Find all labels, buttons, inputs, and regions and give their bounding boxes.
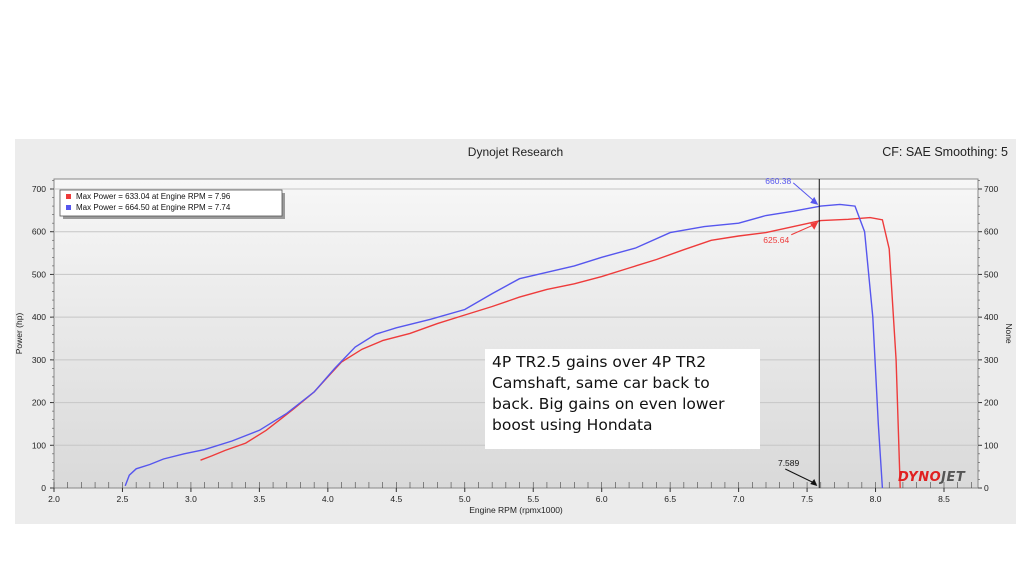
cursor-arrow-line <box>785 468 817 485</box>
y-tick-label: 300 <box>32 355 46 365</box>
x-tick-label: 6.0 <box>596 494 608 504</box>
y2-tick-label: 300 <box>984 355 998 365</box>
legend-label: Max Power = 633.04 at Engine RPM = 7.96 <box>76 192 231 201</box>
legend-label: Max Power = 664.50 at Engine RPM = 7.74 <box>76 203 231 212</box>
y2-tick-label: 500 <box>984 269 998 279</box>
annotation-note: 4P TR2.5 gains over 4P TR2 Camshaft, sam… <box>485 349 760 449</box>
y2-tick-label: 100 <box>984 440 998 450</box>
y2-tick-label: 700 <box>984 184 998 194</box>
y-tick-label: 700 <box>32 184 46 194</box>
x-tick-label: 3.5 <box>253 494 265 504</box>
x-tick-label: 2.5 <box>117 494 129 504</box>
y2-tick-label: 0 <box>984 483 989 493</box>
dynojet-logo: DYNOJET <box>898 470 966 485</box>
y-tick-label: 400 <box>32 312 46 322</box>
y2-tick-label: 400 <box>984 312 998 322</box>
x-tick-label: 4.0 <box>322 494 334 504</box>
annotation-value-label: 625.64 <box>763 235 789 245</box>
chart-title: Dynojet Research <box>467 145 564 159</box>
x-tick-label: 2.0 <box>48 494 60 504</box>
cf-smoothing-label: CF: SAE Smoothing: 5 <box>882 145 1008 159</box>
x-tick-label: 6.5 <box>664 494 676 504</box>
y-tick-label: 600 <box>32 227 46 237</box>
legend-swatch <box>66 205 71 210</box>
annotation-value-label: 660.38 <box>765 176 791 186</box>
y2-tick-label: 600 <box>984 227 998 237</box>
x-tick-label: 3.0 <box>185 494 197 504</box>
x-tick-label: 5.0 <box>459 494 471 504</box>
blue-power-curve <box>124 203 884 489</box>
legend-box <box>59 189 283 217</box>
cursor-value-label: 7.589 <box>778 458 800 468</box>
x-tick-label: 7.5 <box>801 494 813 504</box>
x-tick-label: 4.5 <box>390 494 402 504</box>
y-tick-label: 0 <box>41 483 46 493</box>
x-axis-label: Engine RPM (rpmx1000) <box>469 505 563 515</box>
x-tick-label: 7.0 <box>733 494 745 504</box>
x-tick-label: 5.5 <box>527 494 539 504</box>
legend-swatch <box>66 194 71 199</box>
y-tick-label: 200 <box>32 398 46 408</box>
annotation-arrow-head <box>810 196 819 205</box>
x-tick-label: 8.5 <box>938 494 950 504</box>
x-tick-label: 8.0 <box>870 494 882 504</box>
cursor-arrow-head <box>810 479 818 486</box>
y-tick-label: 100 <box>32 440 46 450</box>
red-power-curve <box>200 216 901 489</box>
annotation-arrow-head <box>810 221 819 230</box>
annotation-arrow-line <box>792 182 817 204</box>
y2-axis-label: None <box>1004 323 1014 344</box>
y-axis-label: Power (hp) <box>14 313 24 355</box>
y-tick-label: 500 <box>32 269 46 279</box>
y2-tick-label: 200 <box>984 398 998 408</box>
